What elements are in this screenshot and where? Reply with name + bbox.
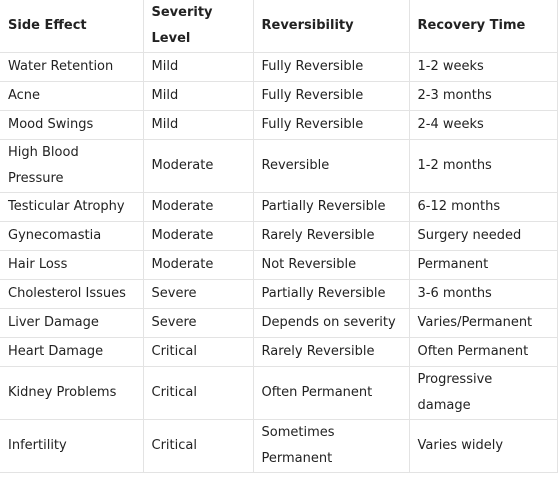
table-cell: Acne <box>0 81 144 111</box>
table-cell: Partially Reversible <box>252 279 410 309</box>
table-row: Hair Loss Moderate Not Reversible Permanent <box>0 250 558 280</box>
table-cell: 1-2 weeks <box>408 52 558 82</box>
table-cell: Surgery needed <box>408 221 558 251</box>
table-cell: Fully Reversible <box>252 110 410 140</box>
table-cell: Sometimes Permanent <box>252 419 410 473</box>
table-cell: Critical <box>142 366 254 420</box>
table-row: Mood Swings Mild Fully Reversible 2-4 weeks <box>0 110 558 140</box>
table-row: Infertility Critical Sometimes Permanent Va… <box>0 419 558 473</box>
table-row: Heart Damage Critical Rarely Reversible Oft… <box>0 337 558 367</box>
table-cell: Fully Reversible <box>252 81 410 111</box>
table-row: Acne Mild Fully Reversible 2-3 months <box>0 81 558 111</box>
table-cell: 6-12 months <box>408 192 558 222</box>
table-cell: Liver Damage <box>0 308 144 338</box>
header-cell: Side Effect <box>0 0 144 53</box>
table-cell: Varies widely <box>408 419 558 473</box>
table-cell: 3-6 months <box>408 279 558 309</box>
table-cell: Fully Reversible <box>252 52 410 82</box>
table-cell: Water Retention <box>0 52 144 82</box>
table-cell: Critical <box>142 337 254 367</box>
table-cell: Heart Damage <box>0 337 144 367</box>
table-cell: Mild <box>142 52 254 82</box>
table-cell: Mild <box>142 81 254 111</box>
table-cell: Often Permanent <box>252 366 410 420</box>
table-cell: Progressive damage <box>408 366 558 420</box>
table-cell: Moderate <box>142 250 254 280</box>
header-row: Side Effect Severity Level Reversibility Re… <box>0 0 558 53</box>
table-row: Testicular Atrophy Moderate Partially Reve… <box>0 192 558 222</box>
table-cell: Gynecomastia <box>0 221 144 251</box>
table-cell: Mood Swings <box>0 110 144 140</box>
table-cell: Infertility <box>0 419 144 473</box>
table-cell: Kidney Problems <box>0 366 144 420</box>
table-row: Gynecomastia Moderate Rarely Reversible Sur… <box>0 221 558 251</box>
table-cell: Critical <box>142 419 254 473</box>
table-cell: 2-3 months <box>408 81 558 111</box>
table-cell: Often Permanent <box>408 337 558 367</box>
table-cell: Moderate <box>142 139 254 193</box>
header-cell: Recovery Time <box>408 0 558 53</box>
table-cell: 1-2 months <box>408 139 558 193</box>
table-cell: High Blood Pressure <box>0 139 144 193</box>
table-row: Liver Damage Severe Depends on severity Var… <box>0 308 558 338</box>
table-cell: Severe <box>142 308 254 338</box>
table-cell: Cholesterol Issues <box>0 279 144 309</box>
table-cell: Partially Reversible <box>252 192 410 222</box>
table-cell: Permanent <box>408 250 558 280</box>
table-cell: 2-4 weeks <box>408 110 558 140</box>
table-cell: Severe <box>142 279 254 309</box>
table-cell: Testicular Atrophy <box>0 192 144 222</box>
table-cell: Not Reversible <box>252 250 410 280</box>
table-cell: Depends on severity <box>252 308 410 338</box>
table-cell: Varies/Permanent <box>408 308 558 338</box>
table-row: Kidney Problems Critical Often Permanent Pr… <box>0 366 558 420</box>
table-row: High Blood Pressure Moderate Reversible 1-2… <box>0 139 558 193</box>
table-cell: Mild <box>142 110 254 140</box>
table-cell: Rarely Reversible <box>252 337 410 367</box>
table-cell: Moderate <box>142 221 254 251</box>
table-row: Cholesterol Issues Severe Partially Revers… <box>0 279 558 309</box>
table-cell: Moderate <box>142 192 254 222</box>
header-cell: Severity Level <box>142 0 254 53</box>
table-body: Water Retention Mild Fully Reversible 1-2 w… <box>0 52 558 473</box>
table-row: Water Retention Mild Fully Reversible 1-2 w… <box>0 52 558 82</box>
table-cell: Rarely Reversible <box>252 221 410 251</box>
table-cell: Reversible <box>252 139 410 193</box>
header-cell: Reversibility <box>252 0 410 53</box>
table-cell: Hair Loss <box>0 250 144 280</box>
